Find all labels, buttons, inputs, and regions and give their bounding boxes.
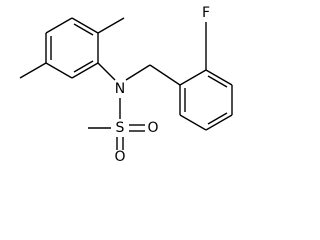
bond — [179, 114, 207, 131]
bond — [205, 114, 233, 131]
atom-label: O — [147, 120, 158, 136]
bonds — [19, 17, 233, 150]
bond — [125, 64, 151, 81]
methyl-bond — [19, 62, 47, 79]
double-bond — [207, 112, 228, 125]
bond — [179, 69, 207, 86]
page: N S O O F (() => { const data = JSON.par… — [19, 5, 233, 163]
bond — [45, 62, 73, 79]
double-bond — [73, 60, 94, 73]
atom-label: O — [114, 149, 125, 163]
double-bond — [207, 75, 228, 88]
bond — [45, 17, 73, 34]
atom-label: S — [116, 120, 125, 136]
bond — [97, 62, 116, 81]
molecule-diagram: N S O O F — [19, 5, 233, 163]
methyl-bond — [97, 17, 125, 34]
bond — [71, 17, 99, 34]
atom-label: F — [202, 5, 210, 21]
double-bond — [73, 23, 94, 36]
bond — [149, 64, 181, 86]
bond — [205, 69, 233, 86]
atom-label: N — [115, 81, 125, 97]
bond — [71, 62, 99, 79]
